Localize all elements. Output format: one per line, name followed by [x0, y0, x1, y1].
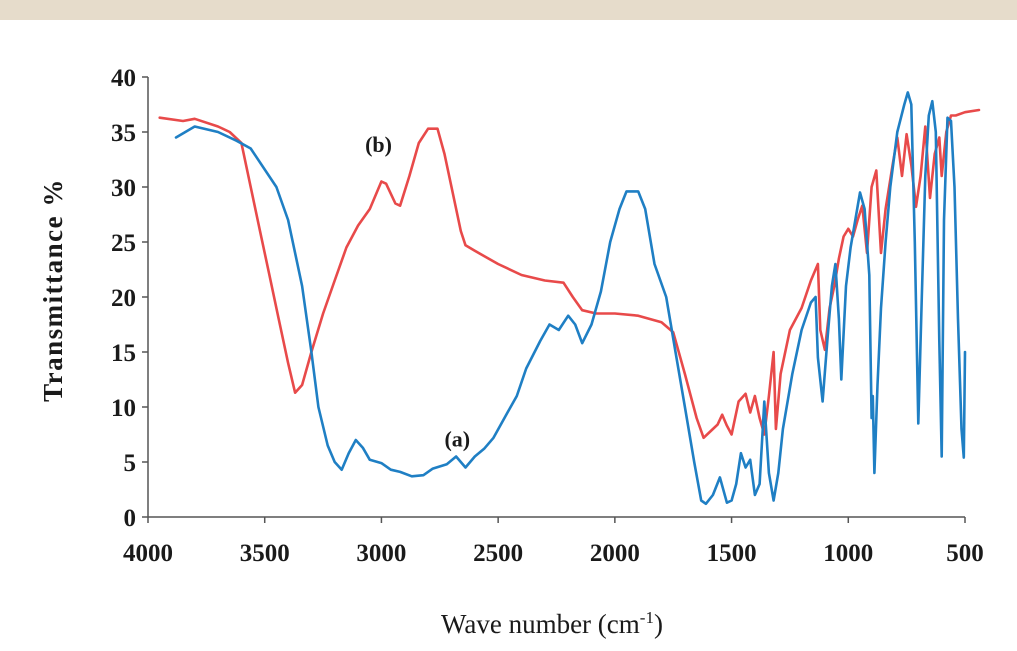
x-tick-label: 2500: [473, 540, 523, 567]
y-ticks: 0 5 10 15 20 25 30 35 40: [111, 65, 148, 532]
x-tick-label: 4000: [123, 540, 173, 567]
y-tick-label: 5: [124, 450, 137, 477]
x-axis-title-main: Wave number (cm: [441, 609, 640, 639]
y-tick-label: 30: [111, 175, 136, 202]
x-tick-label: 1000: [823, 540, 873, 567]
y-tick-label: 25: [111, 230, 136, 257]
y-tick-label: 20: [111, 285, 136, 312]
plot-lines: [158, 91, 981, 506]
x-tick-label: 3500: [240, 540, 290, 567]
x-tick-label: 500: [946, 540, 984, 567]
header-rule: [0, 0, 1017, 20]
y-axis-title: Transmittance %: [38, 178, 68, 402]
annotations: (a) (b): [365, 132, 470, 452]
series-line-b: [158, 108, 981, 440]
x-axis-title-suffix: ): [654, 609, 663, 639]
x-ticks: 4000 3500 3000 2500 2000 1500 1000 500: [123, 517, 984, 567]
y-tick-label: 15: [111, 340, 136, 367]
y-tick-label: 40: [111, 65, 136, 92]
series-line-a: [174, 91, 967, 506]
x-axis-title-sup: -1: [640, 608, 654, 627]
x-tick-label: 2000: [590, 540, 640, 567]
annotation-label: (b): [365, 132, 392, 157]
x-axis-title: Wave number (cm-1): [441, 608, 663, 639]
annotation-label: (a): [444, 427, 470, 452]
x-tick-label: 1500: [707, 540, 757, 567]
y-tick-label: 10: [111, 395, 136, 422]
y-tick-label: 0: [124, 505, 137, 532]
y-tick-label: 35: [111, 120, 136, 147]
x-tick-label: 3000: [356, 540, 406, 567]
